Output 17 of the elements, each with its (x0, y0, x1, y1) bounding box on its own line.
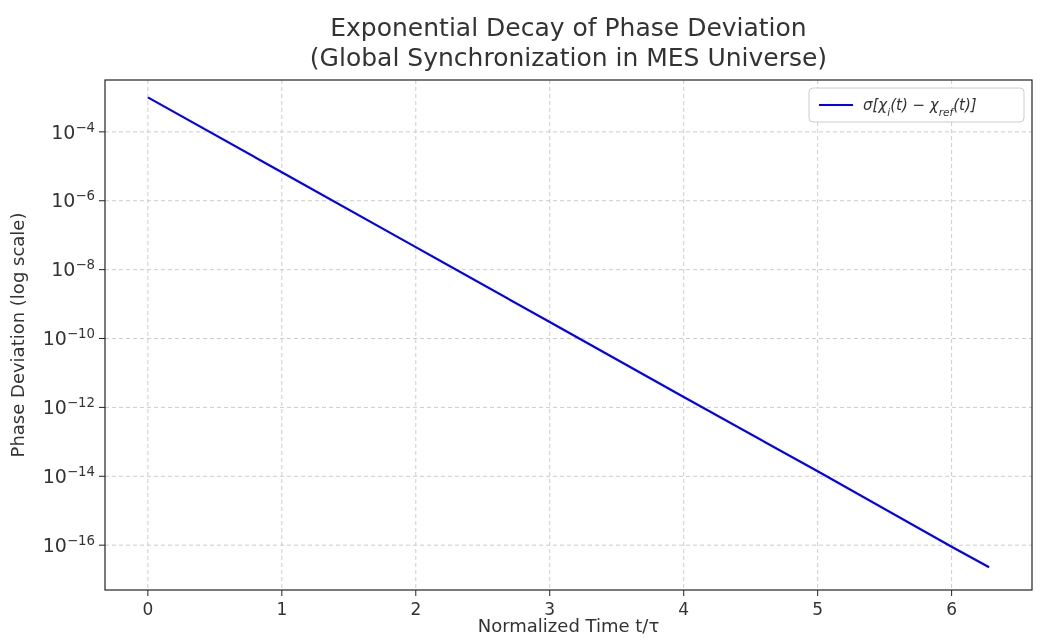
line-series (146, 96, 991, 569)
x-tick-label: 1 (276, 599, 288, 619)
y-tick-label: 10$^{−6}$ (51, 187, 95, 212)
x-tick-label: 2 (410, 599, 422, 619)
y-tick-label: 10$^{−4}$ (51, 119, 95, 143)
x-tick-label: 0 (142, 599, 154, 619)
y-tick-label: 10$^{−16}$ (42, 532, 95, 556)
chart-title: Exponential Decay of Phase Deviation (Global Synchronization in MES Universe) (309, 13, 828, 72)
x-tick-label: 5 (812, 599, 824, 619)
y-tick-label: 10$^{−12}$ (42, 394, 95, 419)
y-tick-label: 10$^{−10}$ (42, 325, 95, 350)
y-axis-title: Phase Deviation (log scale) (7, 212, 28, 458)
y-tick-label: 10$^{−8}$ (51, 256, 95, 281)
y-tick-label: 10$^{−14}$ (42, 463, 95, 487)
x-tick-label: 4 (678, 599, 690, 619)
legend-label: σ[χ$_{i}$(t) − χ$_{ref}$(t)] (863, 96, 977, 119)
x-tick-label: 6 (946, 599, 958, 619)
